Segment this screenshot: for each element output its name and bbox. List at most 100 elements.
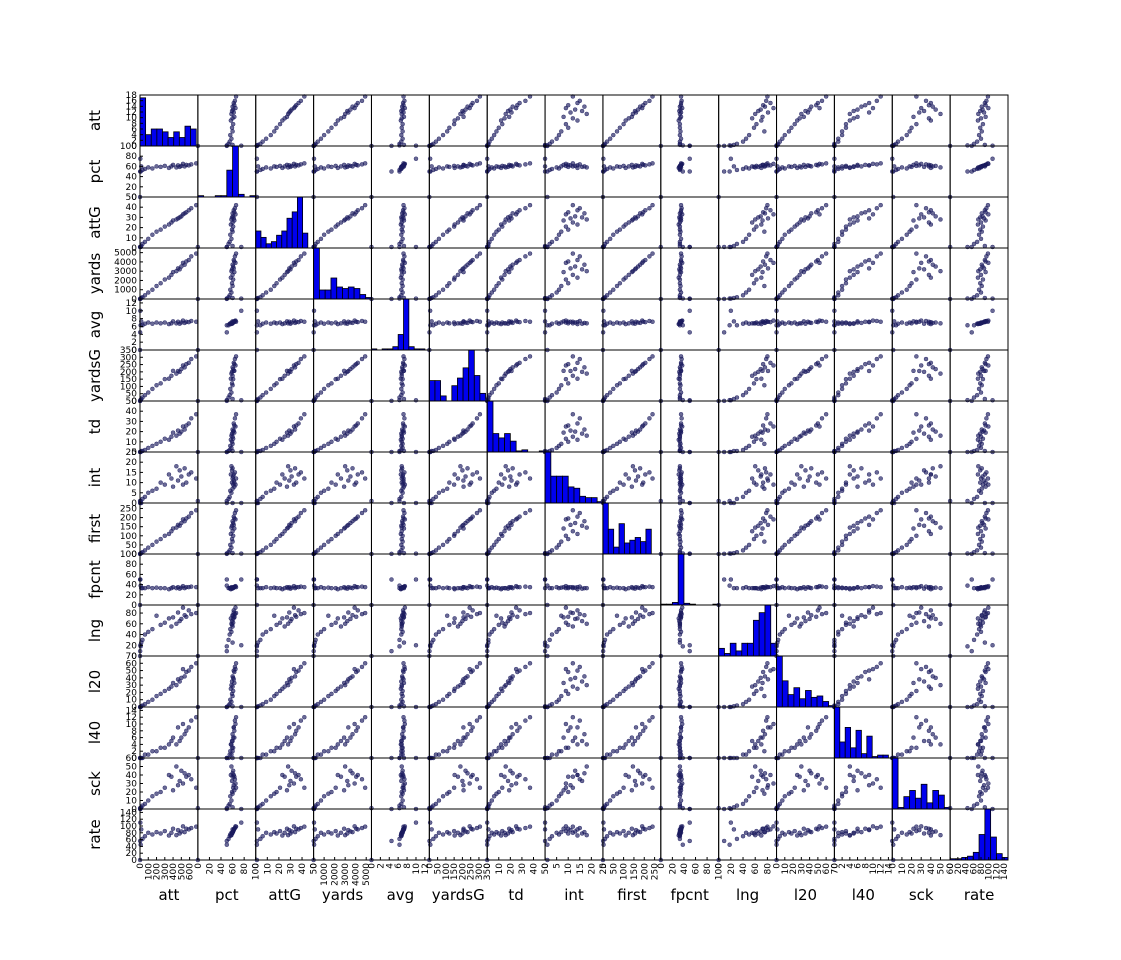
point: [557, 133, 561, 137]
point: [741, 322, 745, 326]
panel: [948, 197, 1008, 249]
point: [905, 288, 909, 292]
point: [806, 163, 810, 167]
point: [174, 464, 178, 468]
point: [759, 532, 763, 536]
point: [802, 163, 806, 167]
hist-bar: [266, 244, 271, 248]
point: [343, 622, 347, 626]
point: [231, 694, 235, 698]
point: [475, 719, 479, 723]
point: [225, 649, 229, 653]
point: [820, 612, 824, 616]
point: [528, 477, 532, 481]
panel-frame: [198, 401, 256, 452]
panel-frame: [719, 146, 777, 197]
point: [441, 698, 445, 702]
point: [984, 254, 988, 258]
point: [908, 540, 912, 544]
point: [353, 425, 357, 429]
point: [292, 722, 296, 726]
point: [580, 109, 584, 113]
point: [468, 584, 472, 588]
point: [339, 739, 343, 743]
point: [163, 746, 167, 750]
point: [155, 383, 159, 387]
point: [183, 613, 187, 617]
point: [879, 508, 883, 512]
point: [820, 357, 824, 361]
point: [545, 323, 549, 327]
point: [938, 622, 942, 626]
point: [678, 278, 682, 282]
panel-frame: [429, 401, 487, 452]
point: [840, 489, 844, 493]
point: [615, 442, 619, 446]
point: [766, 320, 770, 324]
panel: [775, 350, 835, 403]
point: [927, 210, 931, 214]
point: [972, 497, 976, 501]
point: [458, 742, 462, 746]
point: [163, 164, 167, 168]
hist-bar: [331, 278, 337, 299]
point: [322, 749, 326, 753]
point: [764, 719, 768, 723]
point: [984, 369, 988, 373]
point: [302, 477, 306, 481]
point: [232, 677, 236, 681]
point: [924, 357, 928, 361]
hist-bar: [765, 605, 771, 656]
point: [441, 444, 445, 448]
point: [503, 624, 507, 628]
panel: [369, 248, 429, 301]
point: [761, 670, 765, 674]
point: [181, 425, 185, 429]
panel: [138, 605, 198, 658]
point: [580, 165, 584, 169]
panel: [717, 503, 777, 556]
point: [233, 416, 237, 420]
point: [269, 749, 273, 753]
point: [979, 291, 983, 295]
point: [155, 540, 159, 544]
point: [500, 278, 504, 282]
point: [840, 543, 844, 547]
point: [159, 381, 163, 385]
point: [611, 749, 615, 753]
point: [929, 438, 933, 442]
point: [575, 119, 579, 123]
point: [555, 446, 559, 450]
point: [789, 623, 793, 627]
point: [852, 370, 856, 374]
panel: [890, 197, 950, 249]
panel: [717, 554, 777, 607]
point: [402, 586, 406, 590]
point: [840, 698, 844, 702]
point: [979, 477, 983, 481]
point: [326, 487, 330, 491]
point: [292, 667, 296, 671]
point: [875, 470, 879, 474]
point: [285, 485, 289, 489]
point: [759, 742, 763, 746]
point: [566, 321, 570, 325]
point: [766, 523, 770, 527]
point: [806, 611, 810, 615]
panel: [948, 554, 1008, 607]
point: [848, 587, 852, 591]
point: [818, 483, 822, 487]
panel: [485, 605, 545, 658]
point: [167, 223, 171, 227]
point: [732, 164, 736, 168]
point: [922, 432, 926, 436]
hist-bar: [614, 547, 619, 554]
point: [150, 627, 154, 631]
panel: [255, 503, 314, 556]
point: [400, 126, 404, 130]
point: [787, 749, 791, 753]
panel: [255, 656, 314, 709]
point: [762, 129, 766, 133]
point: [753, 464, 757, 468]
